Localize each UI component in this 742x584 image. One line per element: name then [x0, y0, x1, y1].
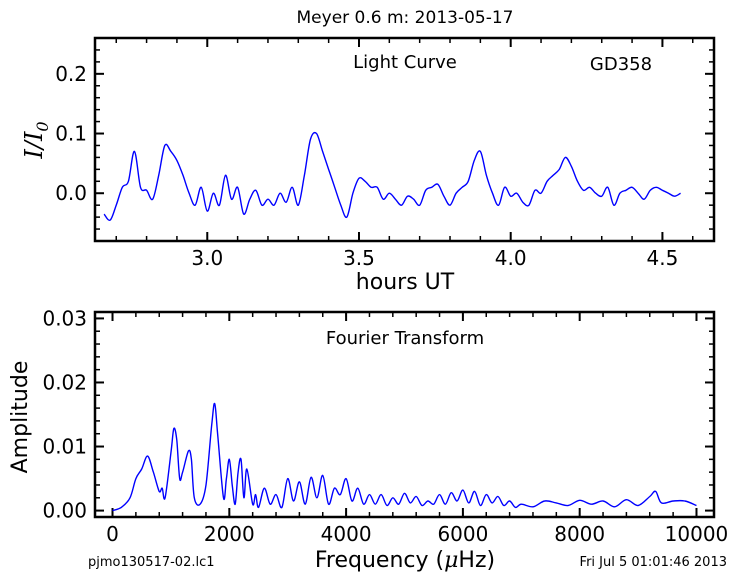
light-curve-xtick-label: 3.5 — [343, 246, 375, 270]
fourier-ticks: 0 2000 4000 6000 8000 10000 0.00 0.01 0.02 0.03 — [42, 306, 728, 546]
light-curve-xtick-label: 4.5 — [647, 246, 679, 270]
fourier-axes-frame — [93, 310, 716, 519]
fourier-transform-panel: Fourier Transform Frequency (μHz) Amplit… — [8, 306, 728, 573]
footer-filename: pjmo130517-02.lc1 — [88, 555, 215, 570]
fourier-ytick-label: 0.03 — [42, 306, 87, 330]
light-curve-ylabel: I/I0 — [20, 121, 52, 159]
footer-timestamp: Fri Jul 5 01:01:46 2013 — [580, 555, 727, 570]
light-curve-ytick-label: 0.0 — [55, 181, 87, 205]
light-curve-xtick-label: 4.0 — [495, 246, 527, 270]
light-curve-ytick-label: 0.1 — [55, 122, 87, 146]
light-curve-annotation: Light Curve — [353, 52, 457, 73]
fourier-ytick-label: 0.02 — [42, 370, 87, 394]
fourier-xtick-label: 10000 — [665, 522, 729, 546]
fourier-xlabel: Frequency (μHz) — [315, 548, 495, 573]
fourier-annotation: Fourier Transform — [326, 328, 484, 349]
light-curve-xtick-label: 3.0 — [191, 246, 223, 270]
light-curve-xlabel: hours UT — [356, 270, 455, 295]
fourier-xtick-label: 6000 — [437, 522, 488, 546]
fourier-ylabel: Amplitude — [8, 361, 33, 474]
fourier-xtick-label: 8000 — [554, 522, 605, 546]
light-curve-axes-frame — [93, 36, 716, 243]
light-curve-panel: Light Curve GD358 hours UT I/I0 3.0 3.5 4.… — [20, 36, 716, 295]
figure-title: Meyer 0.6 m: 2013-05-17 — [297, 8, 514, 28]
light-curve-ytick-label: 0.2 — [55, 62, 87, 86]
light-curve-series-line — [103, 131, 681, 222]
fourier-ytick-label: 0.01 — [42, 435, 87, 459]
fourier-xtick-label: 2000 — [204, 522, 255, 546]
light-curve-ticks: 3.0 3.5 4.0 4.5 0.0 0.1 0.2 — [55, 37, 714, 270]
fourier-xtick-label: 0 — [106, 522, 119, 546]
fourier-ytick-label: 0.00 — [42, 499, 87, 523]
fourier-xtick-label: 4000 — [321, 522, 372, 546]
star-name-label: GD358 — [590, 54, 652, 75]
fourier-series-line — [112, 402, 697, 512]
